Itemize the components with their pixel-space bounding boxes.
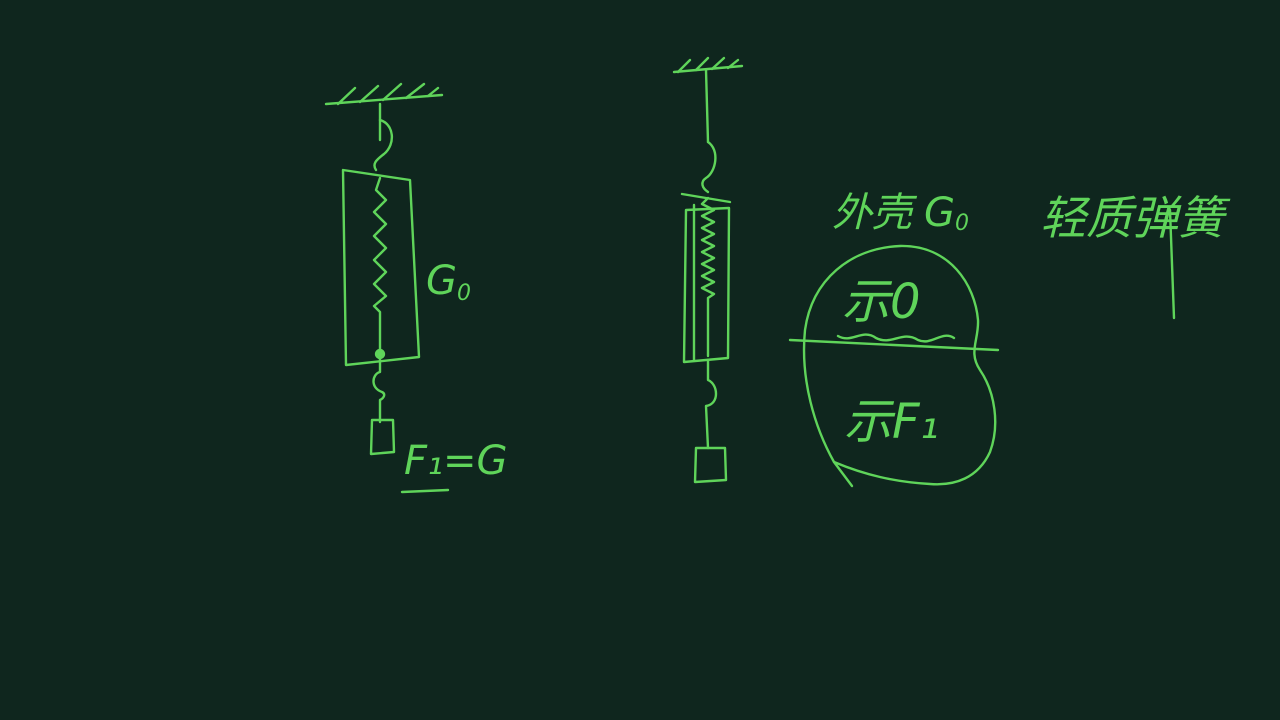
middle-bottom-hook — [704, 358, 718, 450]
readings-divider-line — [788, 338, 1000, 352]
shell-weight-label: G0 — [426, 258, 471, 306]
left-equation-underline — [400, 488, 450, 494]
middle-top-rod — [704, 68, 710, 144]
handwritten-labels: G0 F₁=G 外壳 G0 轻质弹簧 示0 示F₁ — [404, 190, 1231, 484]
light-spring-vertical-stroke — [1168, 208, 1176, 320]
middle-shell-top-cap — [680, 192, 732, 204]
middle-inner-spring — [700, 196, 716, 358]
readings-circle-tail — [832, 460, 854, 488]
middle-top-hook — [701, 140, 717, 194]
readings-circle-outline — [802, 244, 997, 486]
left-ceiling-hatching — [336, 82, 440, 106]
light-spring-note: 轻质弹簧 — [1040, 191, 1231, 245]
reading-f1-label: 示F₁ — [844, 394, 939, 450]
reading-zero-label: 示0 — [842, 274, 921, 330]
readings-circle — [788, 244, 1000, 488]
middle-spring-scale — [672, 56, 744, 484]
middle-shell-rectangle — [682, 206, 731, 364]
left-bottom-hook — [372, 356, 386, 424]
shell-weight-note: 外壳 G0 — [832, 190, 969, 236]
readings-wavy-underline — [836, 333, 956, 343]
left-spring-scale — [324, 82, 450, 494]
scale-reading-equation: F₁=G — [404, 438, 508, 484]
left-shell-rectangle — [341, 168, 421, 367]
middle-weight-block — [693, 446, 728, 484]
left-top-hook — [373, 118, 393, 172]
middle-ceiling-hatching — [676, 56, 740, 74]
left-weight-block — [369, 418, 396, 456]
left-inner-spring — [372, 176, 388, 352]
